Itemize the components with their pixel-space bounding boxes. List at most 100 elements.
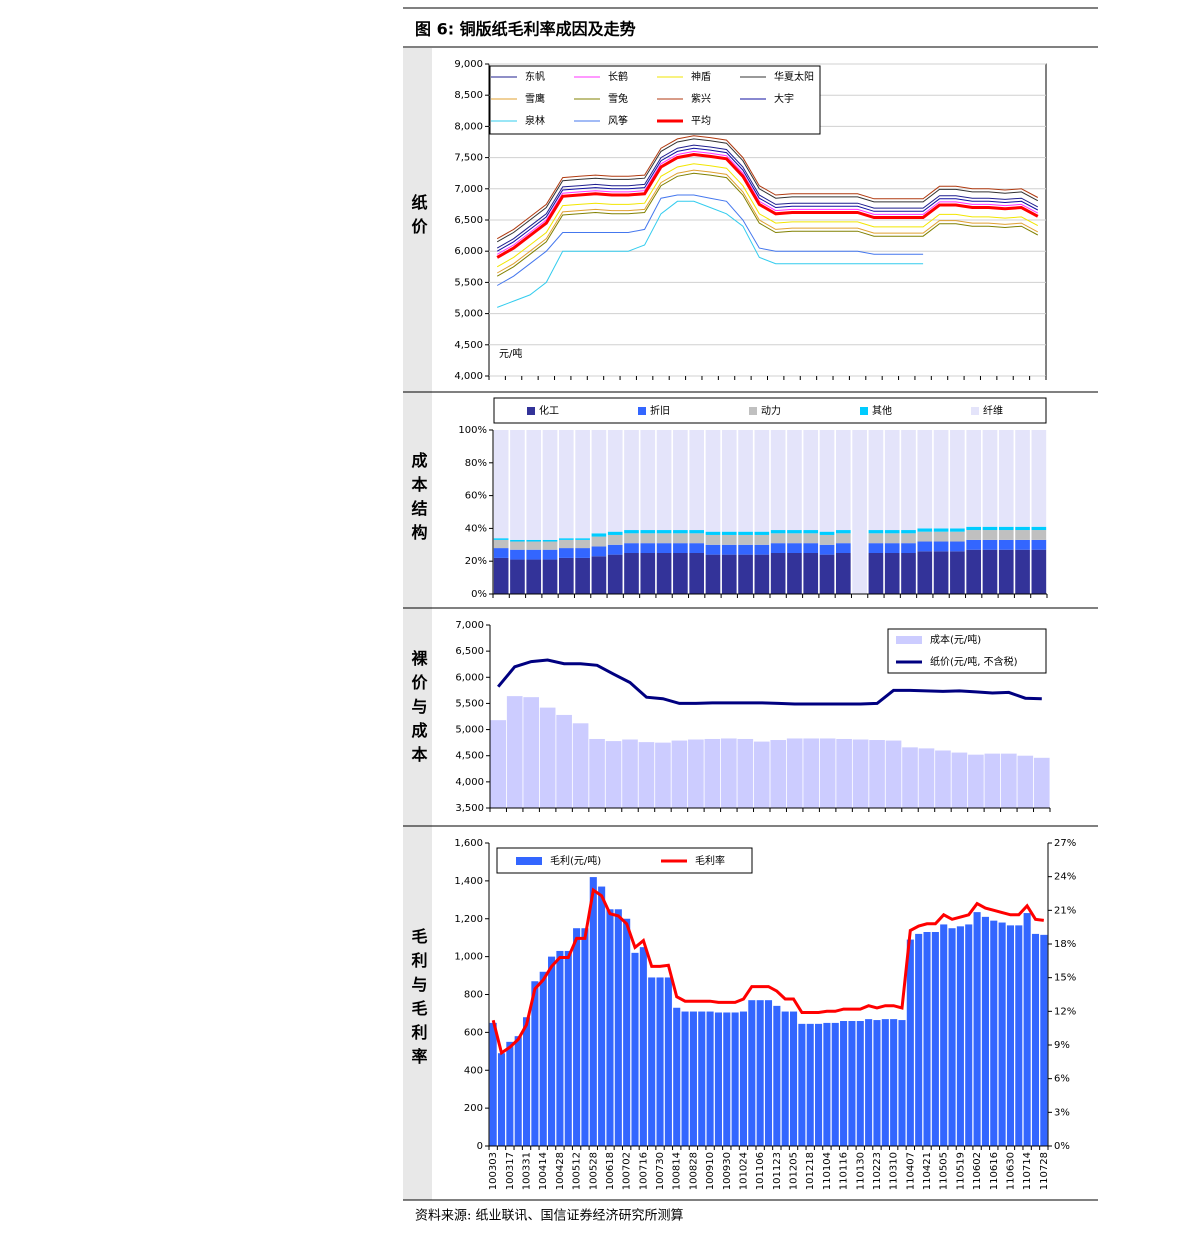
bar-segment xyxy=(673,533,688,544)
bar xyxy=(1040,934,1048,1146)
bar-segment xyxy=(721,534,737,545)
y2-tick-label: 18% xyxy=(1054,939,1076,950)
bar-segment xyxy=(542,430,558,540)
bar-segment xyxy=(591,430,607,534)
bar-segment xyxy=(933,551,949,594)
x-tick-label: 110223 xyxy=(872,1152,883,1190)
y-tick-label: 5,000 xyxy=(455,725,484,736)
legend-label: 大宇 xyxy=(774,92,794,105)
y-tick-label: 600 xyxy=(464,1027,483,1038)
bar-segment xyxy=(982,549,998,594)
bar xyxy=(639,947,647,1146)
bar-segment xyxy=(558,539,574,549)
bar-segment xyxy=(884,530,900,534)
x-tick-label: 101218 xyxy=(805,1152,816,1190)
panel-label: 成本结构 xyxy=(409,451,429,548)
bar-segment xyxy=(787,543,802,553)
bar xyxy=(998,922,1006,1146)
panel-label: 裸价与成本 xyxy=(409,649,428,770)
bar xyxy=(739,1011,748,1146)
y-tick-label: 4,500 xyxy=(455,751,484,762)
bar xyxy=(773,1005,781,1146)
bar-segment xyxy=(933,541,949,552)
bar xyxy=(1033,757,1050,808)
bar-segment xyxy=(738,544,753,555)
bar-segment xyxy=(868,553,884,594)
x-tick-label: 101123 xyxy=(772,1152,783,1190)
bar-segment xyxy=(933,430,949,529)
x-tick-label: 101024 xyxy=(738,1152,749,1190)
legend-label: 纸价(元/吨, 不含税) xyxy=(930,655,1018,668)
bar xyxy=(631,952,639,1146)
bar-segment xyxy=(510,541,525,550)
bar-segment xyxy=(493,430,509,539)
bar xyxy=(564,950,572,1146)
bar-segment xyxy=(705,534,721,545)
bar xyxy=(973,912,981,1146)
bar-segment xyxy=(591,546,607,557)
bar-segment xyxy=(754,544,770,555)
bar-segment xyxy=(868,543,884,553)
bar-segment xyxy=(884,533,900,544)
bar-segment xyxy=(721,544,737,555)
bar-segment xyxy=(770,530,786,534)
bar xyxy=(823,1022,831,1146)
bar-segment xyxy=(721,554,737,594)
y-tick-label: 0% xyxy=(471,589,487,600)
bar xyxy=(931,932,939,1146)
series-line xyxy=(496,144,1039,249)
bar-segment xyxy=(624,543,639,553)
y-tick-label: 1,600 xyxy=(454,838,483,849)
bar-segment xyxy=(966,530,982,540)
bar-segment xyxy=(819,554,835,594)
bar xyxy=(1017,755,1034,808)
bar-segment xyxy=(901,430,916,531)
bar xyxy=(681,1011,689,1146)
bar-segment xyxy=(738,531,753,535)
bar xyxy=(965,924,973,1146)
x-tick-label: 101205 xyxy=(789,1152,800,1190)
y-tick-label: 80% xyxy=(465,458,487,469)
bar-segment xyxy=(705,544,721,555)
bar-segment xyxy=(950,541,965,552)
x-tick-label: 100730 xyxy=(655,1152,666,1190)
legend-label: 雪兔 xyxy=(608,92,628,105)
bar xyxy=(819,738,836,808)
bar xyxy=(940,924,948,1146)
bar-segment xyxy=(656,530,672,534)
legend-label: 平均 xyxy=(691,115,711,127)
bar-segment xyxy=(770,533,786,544)
bar-segment xyxy=(510,559,525,594)
legend-swatch xyxy=(860,407,868,415)
legend-label: 长鹤 xyxy=(608,70,628,83)
bar xyxy=(803,738,819,808)
bar-segment xyxy=(819,430,835,532)
bar-segment xyxy=(884,553,900,594)
bar-segment xyxy=(835,530,851,534)
bar xyxy=(1006,925,1015,1146)
bar xyxy=(704,738,721,808)
bar xyxy=(984,753,1001,808)
bar xyxy=(873,1020,881,1146)
bar xyxy=(852,739,869,808)
bar-segment xyxy=(542,541,558,550)
bar xyxy=(786,738,803,808)
x-tick-label: 100814 xyxy=(672,1152,683,1190)
bar-segment xyxy=(493,557,509,594)
bar-segment xyxy=(901,553,916,594)
bar-segment xyxy=(1031,530,1047,540)
bar-segment xyxy=(575,548,590,558)
bar-segment xyxy=(819,531,835,535)
bar xyxy=(737,738,754,808)
bar-segment xyxy=(998,526,1014,531)
x-tick-label: 100428 xyxy=(555,1152,566,1190)
bar-segment xyxy=(510,549,525,560)
bar xyxy=(1023,913,1031,1146)
bar-segment xyxy=(1015,539,1030,550)
bar-segment xyxy=(575,538,590,540)
legend-swatch xyxy=(749,407,757,415)
bar-segment xyxy=(754,534,770,545)
legend-label: 雪鹰 xyxy=(525,92,545,105)
bar-segment xyxy=(673,430,688,531)
